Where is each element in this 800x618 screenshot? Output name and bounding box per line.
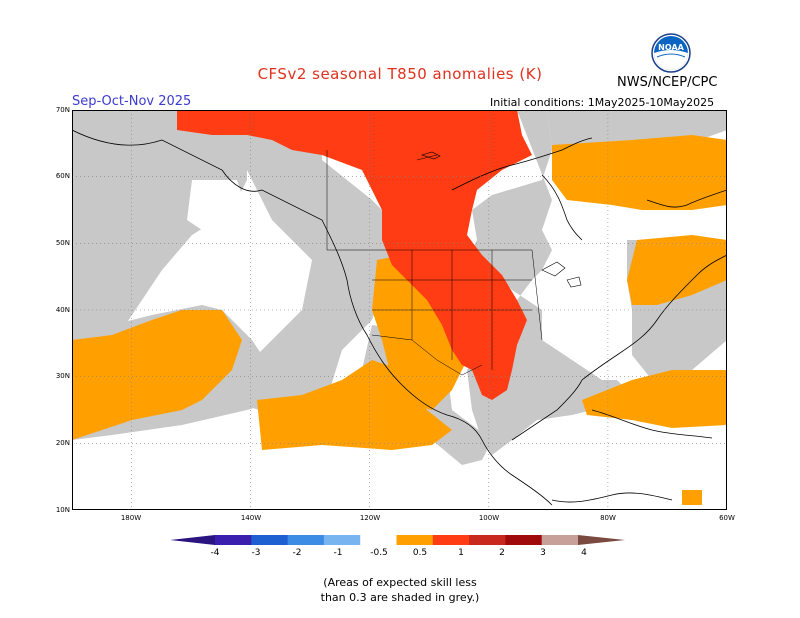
- anomaly-map: [72, 110, 727, 510]
- lakes: [416, 151, 582, 288]
- legend-swatch: [505, 535, 543, 545]
- legend-label-3: 3: [540, 548, 546, 558]
- legend-swatch: [215, 535, 252, 545]
- legend-swatch: [323, 535, 361, 545]
- lat-label-60n: 60N: [55, 172, 70, 180]
- legend-label-minus0-5: -0.5: [370, 548, 388, 558]
- legend-swatch: [541, 535, 579, 545]
- map-title: CFSv2 seasonal T850 anomalies (K): [257, 65, 543, 83]
- legend-label-minus2: -2: [292, 548, 302, 558]
- lon-label-80w: 80W: [600, 514, 616, 522]
- anomaly-0-5-to-1-areas: [72, 135, 727, 505]
- legend-label-4: 4: [581, 548, 587, 558]
- lat-label-40n: 40N: [55, 306, 70, 314]
- lat-label-30n: 30N: [55, 372, 70, 380]
- legend-swatches: [215, 535, 579, 545]
- legend-swatch: [396, 535, 434, 545]
- legend-swatch: [287, 535, 325, 545]
- noaa-logo-icon: NOAA: [651, 33, 691, 73]
- legend-label-minus4: -4: [210, 548, 220, 558]
- lat-label-20n: 20N: [55, 439, 70, 447]
- coastlines: [72, 129, 727, 506]
- legend-label-1: 1: [458, 548, 464, 558]
- legend-high-arrow: [578, 535, 625, 545]
- lon-label-120w: 120W: [359, 514, 381, 522]
- initial-conditions-label: Initial conditions: 1May2025-10May2025: [490, 96, 715, 109]
- legend-label-minus1: -1: [333, 548, 343, 558]
- season-label: Sep-Oct-Nov 2025: [72, 94, 192, 109]
- lon-label-60w: 60W: [719, 514, 735, 522]
- legend-label-2: 2: [499, 548, 505, 558]
- lon-label-140w: 140W: [240, 514, 262, 522]
- svg-text:NOAA: NOAA: [658, 43, 684, 52]
- map-frame: [72, 110, 727, 510]
- legend-swatch: [251, 535, 289, 545]
- lon-label-100w: 100W: [478, 514, 500, 522]
- lat-label-10n: 10N: [55, 506, 70, 514]
- legend-swatch: [469, 535, 506, 545]
- legend-swatch: [360, 535, 397, 545]
- color-legend-bar: [170, 535, 625, 545]
- legend-label-minus3: -3: [251, 548, 261, 558]
- lat-label-50n: 50N: [55, 239, 70, 247]
- skill-footnote: (Areas of expected skill less than 0.3 a…: [0, 575, 800, 605]
- legend-low-arrow: [170, 535, 215, 545]
- footnote-line-2: than 0.3 are shaded in grey.): [320, 591, 480, 604]
- legend-label-0-5: 0.5: [412, 548, 428, 558]
- anomaly-1-to-2-areas: [177, 110, 532, 400]
- legend-swatch: [432, 535, 470, 545]
- lon-label-180w: 180W: [120, 514, 142, 522]
- footnote-line-1: (Areas of expected skill less: [323, 576, 477, 589]
- below-threshold-areas: [187, 180, 247, 315]
- lat-label-70n: 70N: [55, 106, 70, 114]
- agency-label: NWS/NCEP/CPC: [617, 75, 718, 90]
- graticule: [72, 110, 727, 510]
